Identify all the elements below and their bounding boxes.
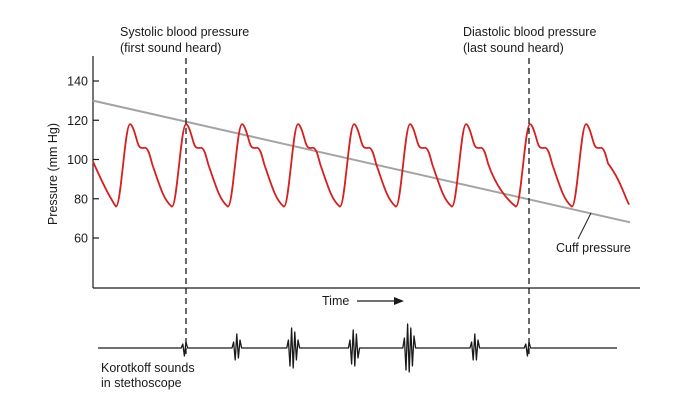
y-tick-label: 140 <box>67 75 88 89</box>
korotkoff-label-line1: Korotkoff sounds <box>101 361 195 375</box>
y-axis-label: Pressure (mm Hg) <box>46 123 60 225</box>
x-axis-label: Time <box>322 294 349 308</box>
y-tick-label: 120 <box>67 114 88 128</box>
arterial-pressure-waveform <box>92 123 630 208</box>
diastolic-annotation-line2: (last sound heard) <box>463 41 564 55</box>
korotkoff-sounds-trace <box>98 323 617 373</box>
systolic-annotation-line2: (first sound heard) <box>120 41 221 55</box>
cuff-pressure-line <box>92 99 631 224</box>
diastolic-annotation-line1: Diastolic blood pressure <box>463 25 596 39</box>
cuff-leader-line <box>577 212 592 240</box>
time-arrow-head <box>394 297 404 305</box>
systolic-annotation-line1: Systolic blood pressure <box>120 25 249 39</box>
y-tick-label: 100 <box>67 153 88 167</box>
y-tick-label: 60 <box>74 232 88 246</box>
cuff-pressure-label: Cuff pressure <box>556 241 631 255</box>
y-ticks: 60 80 100 120 140 <box>67 75 99 246</box>
y-tick-label: 80 <box>74 192 88 206</box>
korotkoff-label-line2: in stethoscope <box>101 376 182 390</box>
